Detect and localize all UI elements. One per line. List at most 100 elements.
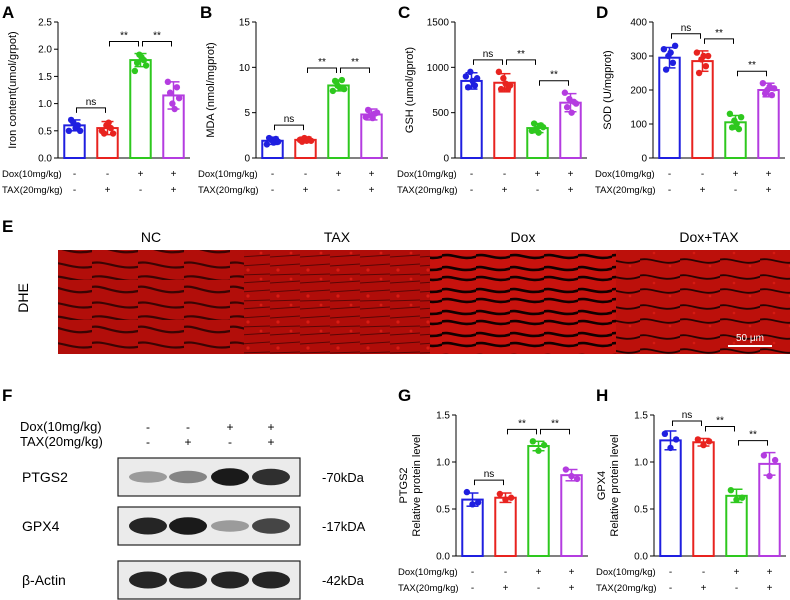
data-point xyxy=(540,441,548,449)
dox-sign: - xyxy=(668,169,671,180)
data-point xyxy=(660,46,668,53)
data-point xyxy=(771,456,779,464)
data-point xyxy=(164,78,172,86)
y-axis-label: MDA (nmol/mgprot) xyxy=(205,42,217,137)
tax-sign: - xyxy=(668,185,671,196)
dhe-image-dox xyxy=(430,250,616,354)
tax-sign: - xyxy=(271,185,274,196)
significance-bracket xyxy=(672,420,702,426)
panel-letter-a: A xyxy=(2,3,14,22)
blot-size-label: -17kDA xyxy=(322,519,366,534)
significance-bracket xyxy=(340,67,370,74)
data-point xyxy=(495,68,503,76)
tax-sign: - xyxy=(734,185,737,196)
wb-dox-sign: - xyxy=(186,420,190,434)
data-point xyxy=(568,472,575,480)
significance-bracket xyxy=(307,67,337,74)
data-point xyxy=(463,488,471,496)
significance-label: ns xyxy=(86,97,97,108)
scale-bar-label: 50 μm xyxy=(736,333,764,344)
tax-sign: + xyxy=(767,583,773,594)
data-point xyxy=(728,124,736,131)
y-axis-label: PTGS2 xyxy=(398,467,410,503)
dhe-image-tax xyxy=(244,250,430,354)
tax-sign: - xyxy=(471,583,474,594)
y-tick-label: 0.0 xyxy=(38,154,52,165)
data-point xyxy=(672,436,680,443)
data-point xyxy=(735,125,743,133)
data-point xyxy=(738,494,746,501)
data-point xyxy=(535,447,542,454)
data-point xyxy=(733,120,740,128)
dox-sign: + xyxy=(535,169,541,180)
data-point xyxy=(502,496,509,503)
chart-a: 0.0 0.5 1.0 1.5 2.0 2.5 Iron content(umol/grpo… xyxy=(2,18,190,196)
dox-sign: + xyxy=(568,169,574,180)
chart-h: 0.0 0.5 1.0 1.5 GPX4 Relative protein level ns… xyxy=(596,410,786,594)
blot-band xyxy=(129,471,167,483)
data-point xyxy=(76,127,84,134)
y-tick-label: 400 xyxy=(630,18,647,29)
y-tick-label: 200 xyxy=(630,86,647,97)
data-point xyxy=(133,59,141,66)
significance-label: ** xyxy=(351,57,359,68)
dox-sign: - xyxy=(271,169,274,180)
data-point xyxy=(662,66,670,73)
dox-row-label: Dox(10mg/kg) xyxy=(596,567,656,578)
y-tick-label: 0 xyxy=(443,154,449,165)
dox-sign: - xyxy=(669,567,672,578)
dox-sign: + xyxy=(734,567,740,578)
panel-letter-e: E xyxy=(2,217,13,236)
panel-letter-c: C xyxy=(398,3,410,22)
tax-sign: - xyxy=(139,185,142,196)
wb-dox-label: Dox(10mg/kg) xyxy=(20,419,102,434)
y-tick-label: 0.5 xyxy=(38,126,52,137)
dox-row-label: Dox(10mg/kg) xyxy=(397,169,457,180)
y-tick-label: 1.5 xyxy=(38,72,52,83)
wb-tax-sign: - xyxy=(146,435,150,449)
tax-row-label: TAX(20mg/kg) xyxy=(595,185,656,196)
significance-label: ** xyxy=(518,418,526,429)
blot-size-label: -42kDa xyxy=(322,573,365,588)
tax-sign: + xyxy=(766,185,772,196)
dox-sign: - xyxy=(702,567,705,578)
tax-sign: + xyxy=(105,185,111,196)
bar-nc xyxy=(461,498,484,558)
y-tick-label: 500 xyxy=(432,108,449,119)
tax-sign: + xyxy=(568,185,574,196)
y-tick-label: 300 xyxy=(630,52,647,63)
significance-label: ns xyxy=(681,23,692,34)
y-axis-label: Iron content(umol/grpot) xyxy=(7,31,19,148)
y-tick-label: 1.0 xyxy=(436,458,450,469)
significance-label: ns xyxy=(483,49,494,60)
blot-band xyxy=(169,517,207,535)
wb-dox-sign: + xyxy=(267,420,274,434)
bar-dox xyxy=(527,445,550,557)
data-point xyxy=(373,109,381,116)
y-tick-label: 1.5 xyxy=(634,411,648,422)
bar-nc xyxy=(460,79,483,159)
dox-sign: + xyxy=(766,169,772,180)
chart-b: 0 5 10 15 MDA (nmol/mgprot) ns ** ** Dox(10mg/kg… xyxy=(198,18,388,196)
bar-dox-tax xyxy=(560,474,583,557)
y-tick-label: 15 xyxy=(239,18,251,29)
y-tick-label: 0.0 xyxy=(436,552,450,563)
dox-sign: - xyxy=(701,169,704,180)
significance-bracket xyxy=(109,41,139,47)
tax-row-label: TAX(20mg/kg) xyxy=(198,185,259,196)
significance-label: ** xyxy=(120,31,128,42)
y-tick-label: 1500 xyxy=(427,18,450,29)
blot-size-label: -70kDa xyxy=(322,470,365,485)
y-axis-label: Relative protein level xyxy=(411,434,423,536)
data-point xyxy=(562,466,570,473)
significance-label: ** xyxy=(748,60,756,71)
significance-bracket xyxy=(474,479,504,486)
dhe-panel: DHE NC TAX Dox Dox+TAX 50 μm xyxy=(15,229,790,354)
significance-label: ** xyxy=(551,418,559,429)
western-blot-panel: Dox(10mg/kg) TAX(20mg/kg) ---++-++ PTGS2… xyxy=(20,419,366,600)
dox-row-label: Dox(10mg/kg) xyxy=(2,169,62,180)
significance-label: ns xyxy=(484,469,495,480)
y-tick-label: 1000 xyxy=(427,63,450,74)
significance-bracket xyxy=(142,41,172,47)
blot-band xyxy=(252,468,290,486)
